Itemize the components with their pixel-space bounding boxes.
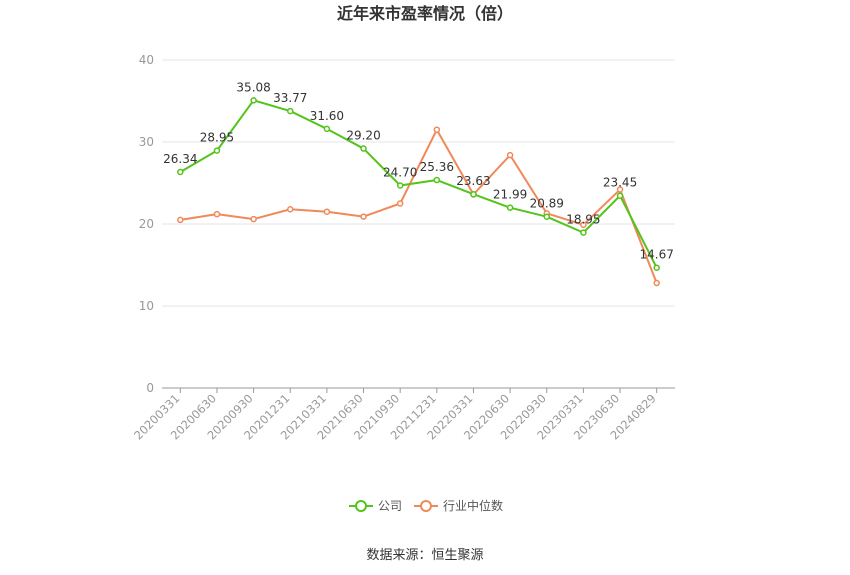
y-tick-label: 40: [139, 53, 154, 67]
data-label: 14.67: [639, 248, 673, 262]
data-source: 数据来源：恒生聚源: [366, 548, 483, 563]
y-tick-label: 20: [139, 217, 154, 231]
company-point: [616, 192, 624, 199]
data-label: 25.36: [420, 160, 454, 174]
x-axis: 2020033120200630202009302020123120210331…: [131, 387, 675, 443]
series-group: [177, 97, 660, 287]
legend-marker-company: [355, 500, 367, 512]
industry-point: [506, 151, 514, 159]
industry-point: [177, 216, 184, 224]
data-label: 23.63: [456, 174, 490, 188]
company-point: [433, 176, 441, 184]
data-label: 31.60: [310, 109, 344, 123]
data-label: 18.95: [566, 213, 600, 227]
company-point: [506, 204, 514, 211]
company-point: [396, 182, 404, 189]
data-label: 24.70: [383, 165, 417, 179]
company-point: [213, 147, 221, 154]
y-tick-label: 0: [146, 381, 154, 395]
legend-label-industry: 行业中位数: [443, 498, 503, 513]
company-point: [250, 97, 257, 104]
industry-point: [250, 215, 257, 223]
series-line-industry-median: [180, 128, 658, 284]
company-point: [580, 229, 587, 236]
company-point: [653, 264, 660, 271]
company-point: [360, 145, 367, 152]
industry-point: [287, 205, 294, 213]
industry-point: [616, 186, 624, 193]
y-tick-label: 10: [139, 299, 154, 313]
industry-point: [653, 279, 660, 287]
industry-point: [360, 213, 367, 220]
legend-label-company: 公司: [378, 499, 402, 513]
series-line-company: [179, 99, 658, 269]
y-axis: 0 10 20 30 40: [139, 53, 154, 395]
chart-title: 近年来市盈率情况（倍）: [337, 4, 513, 23]
data-label: 28.95: [200, 131, 234, 145]
data-label: 35.08: [236, 80, 270, 94]
data-label: 21.99: [493, 188, 527, 202]
industry-point: [323, 208, 331, 215]
data-label: 20.89: [530, 197, 564, 211]
data-label: 23.45: [603, 176, 637, 190]
company-point: [543, 213, 550, 220]
data-label: 26.34: [163, 152, 197, 166]
company-point: [287, 107, 294, 115]
legend: 公司 行业中位数: [349, 498, 503, 513]
data-label: 33.77: [273, 91, 307, 105]
industry-point: [213, 210, 221, 218]
industry-point: [433, 126, 441, 133]
company-point: [470, 190, 477, 198]
company-point: [177, 168, 184, 176]
industry-point: [580, 221, 587, 229]
y-tick-label: 30: [139, 135, 154, 149]
legend-marker-industry: [420, 500, 432, 512]
company-point: [323, 125, 331, 133]
grid-lines: [162, 59, 675, 307]
industry-point: [396, 200, 404, 207]
data-label: 29.20: [346, 129, 380, 143]
